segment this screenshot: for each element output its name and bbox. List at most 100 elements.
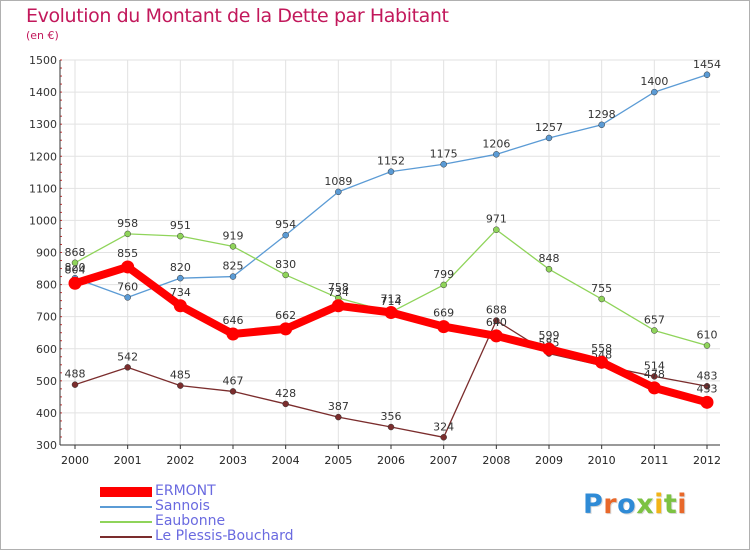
data-point-ermont	[173, 299, 187, 313]
data-label-le-plessis-bouchard: 485	[170, 369, 191, 382]
y-tick-label: 1500	[29, 54, 57, 67]
y-tick-label: 700	[36, 311, 57, 324]
data-label-le-plessis-bouchard: 514	[644, 359, 665, 372]
data-point-eaubonne	[282, 271, 289, 279]
data-label-ermont: 599	[539, 329, 560, 342]
x-tick-label: 2012	[693, 454, 721, 467]
data-point-le-plessis-bouchard	[335, 413, 342, 421]
data-label-eaubonne: 799	[433, 268, 454, 281]
data-label-le-plessis-bouchard: 542	[117, 350, 138, 363]
logo-letter: o	[617, 489, 637, 520]
y-tick-label: 1400	[29, 86, 57, 99]
data-label-eaubonne: 714	[381, 295, 402, 308]
y-tick-label: 1100	[29, 182, 57, 195]
chart-title: Evolution du Montant de la Dette par Hab…	[26, 5, 449, 27]
y-tick-label: 900	[36, 247, 57, 260]
y-tick-label: 500	[36, 375, 57, 388]
legend-label-ermont: ERMONT	[155, 483, 216, 499]
data-point-eaubonne	[493, 226, 500, 233]
data-label-sannois: 1298	[588, 108, 616, 121]
data-point-le-plessis-bouchard	[229, 388, 237, 395]
data-point-le-plessis-bouchard	[493, 317, 500, 324]
data-point-le-plessis-bouchard	[124, 364, 131, 371]
x-tick-label: 2006	[377, 454, 405, 467]
data-label-ermont: 734	[170, 286, 191, 299]
data-label-le-plessis-bouchard: 488	[65, 368, 86, 381]
x-tick-label: 2007	[430, 454, 458, 467]
data-point-eaubonne	[703, 342, 711, 349]
y-tick-label: 400	[36, 407, 57, 420]
legend-swatch-eaubonne	[100, 521, 152, 523]
legend-swatch-le-plessis-bouchard	[100, 536, 152, 538]
data-label-sannois: 954	[275, 218, 296, 231]
data-point-ermont	[121, 260, 135, 274]
x-tick-label: 2003	[219, 454, 247, 467]
x-tick-label: 2010	[588, 454, 616, 467]
logo-letter: x	[636, 489, 655, 520]
data-point-ermont	[595, 355, 609, 369]
legend-swatch-ermont	[100, 487, 152, 497]
data-point-sannois	[598, 121, 605, 129]
data-label-sannois: 820	[65, 261, 86, 274]
data-label-ermont: 433	[697, 382, 718, 395]
data-label-le-plessis-bouchard: 688	[486, 304, 507, 317]
data-label-eaubonne: 848	[539, 252, 560, 265]
data-point-ermont	[331, 299, 345, 313]
data-point-ermont	[226, 327, 240, 341]
data-point-sannois	[440, 161, 447, 168]
data-label-ermont: 669	[433, 307, 454, 320]
data-label-eaubonne: 958	[117, 217, 138, 230]
data-label-ermont: 640	[486, 316, 507, 329]
data-point-le-plessis-bouchard	[387, 423, 395, 431]
data-point-le-plessis-bouchard	[651, 373, 658, 380]
data-label-le-plessis-bouchard: 324	[433, 420, 454, 433]
legend-swatch-sannois	[100, 506, 152, 508]
data-point-le-plessis-bouchard	[177, 382, 184, 389]
data-point-eaubonne	[440, 281, 447, 289]
data-label-le-plessis-bouchard: 467	[223, 374, 244, 387]
data-label-le-plessis-bouchard: 356	[381, 410, 402, 423]
data-label-ermont: 734	[328, 286, 349, 299]
chart-subtitle: (en €)	[26, 29, 59, 42]
data-point-sannois	[177, 274, 184, 282]
data-point-ermont	[542, 342, 556, 356]
data-label-sannois: 760	[117, 280, 138, 293]
data-point-ermont	[437, 320, 451, 334]
data-label-ermont: 662	[275, 309, 296, 322]
data-label-sannois: 1454	[693, 58, 721, 71]
data-point-eaubonne	[71, 259, 79, 267]
data-label-eaubonne: 868	[65, 246, 86, 259]
data-point-sannois	[124, 294, 131, 301]
data-label-eaubonne: 919	[223, 229, 244, 242]
data-point-sannois	[282, 231, 289, 239]
data-point-ermont	[489, 329, 503, 343]
proxiti-logo: Proxiti	[583, 489, 687, 520]
data-label-sannois: 1257	[535, 121, 563, 134]
data-label-sannois: 1175	[430, 147, 458, 160]
y-tick-label: 600	[36, 343, 57, 356]
legend-label-sannois: Sannois	[155, 498, 210, 514]
data-label-ermont: 855	[117, 247, 138, 260]
x-tick-label: 2011	[640, 454, 668, 467]
data-point-sannois	[651, 88, 658, 96]
data-label-eaubonne: 830	[275, 258, 296, 271]
data-point-ermont	[384, 305, 398, 319]
logo-letter: t	[663, 489, 678, 520]
data-label-eaubonne: 758	[328, 281, 349, 294]
y-tick-label: 800	[36, 279, 57, 292]
data-label-ermont: 713	[381, 292, 402, 305]
data-point-sannois	[335, 188, 342, 196]
data-label-ermont: 558	[591, 342, 612, 355]
data-point-sannois	[387, 168, 395, 175]
x-tick-label: 2004	[272, 454, 300, 467]
data-point-eaubonne	[598, 295, 605, 303]
data-point-eaubonne	[651, 327, 658, 334]
logo-letter: P	[583, 489, 604, 520]
data-label-sannois: 1206	[482, 137, 510, 150]
data-label-le-plessis-bouchard: 387	[328, 400, 349, 413]
data-point-sannois	[545, 134, 553, 142]
y-tick-label: 1200	[29, 150, 57, 163]
data-label-ermont: 804	[65, 263, 86, 276]
data-label-ermont: 478	[644, 368, 665, 381]
